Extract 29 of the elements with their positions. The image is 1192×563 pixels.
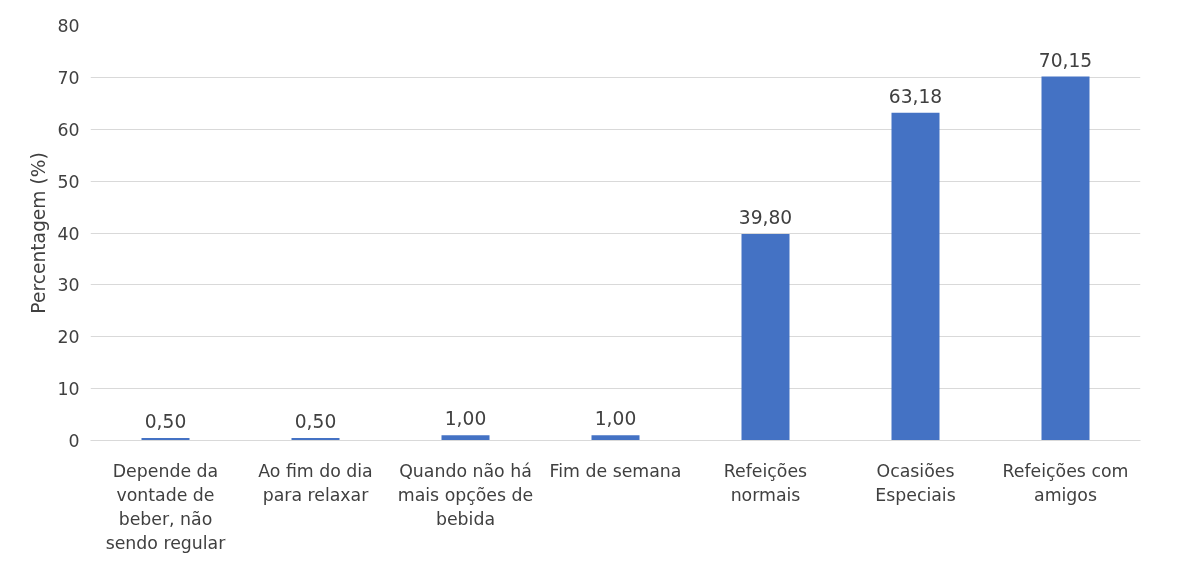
y-tick-label: 30 — [57, 275, 80, 296]
x-tick-label: Refeições normais — [723, 460, 808, 505]
y-tick-label: 40 — [57, 223, 80, 244]
data-label: 0,50 — [294, 410, 337, 432]
data-label: 70,15 — [1038, 49, 1093, 71]
bar — [1041, 76, 1090, 441]
bar — [591, 435, 640, 441]
y-tick-label: 60 — [57, 119, 80, 140]
data-label: 0,50 — [144, 410, 187, 432]
x-tick-label: Refeições com amigos — [1002, 460, 1129, 505]
y-axis-title: Percentagem (%) — [28, 152, 50, 314]
x-tick-label: Fim de semana — [549, 460, 682, 481]
y-tick-label: 70 — [57, 67, 80, 88]
bar — [891, 112, 940, 441]
y-tick-label: 80 — [57, 16, 80, 36]
x-tick-label: Ocasiões Especiais — [875, 460, 956, 505]
x-tick-label: Ao fim do dia para relaxar — [258, 460, 373, 505]
y-tick-label: 10 — [57, 379, 80, 400]
data-label: 39,80 — [738, 207, 793, 229]
data-label: 1,00 — [444, 408, 487, 430]
bar — [741, 234, 790, 441]
y-tick-label: 0 — [68, 431, 80, 451]
x-tick-label: Depende da vontade de beber, não sendo regular — [105, 460, 227, 553]
bar — [441, 435, 490, 441]
x-tick-label: Quando não há mais opções de bebida — [397, 460, 534, 529]
y-tick-label: 20 — [57, 327, 80, 348]
y-tick-label: 50 — [57, 171, 80, 192]
data-label: 1,00 — [594, 408, 637, 430]
data-label: 63,18 — [888, 85, 943, 107]
